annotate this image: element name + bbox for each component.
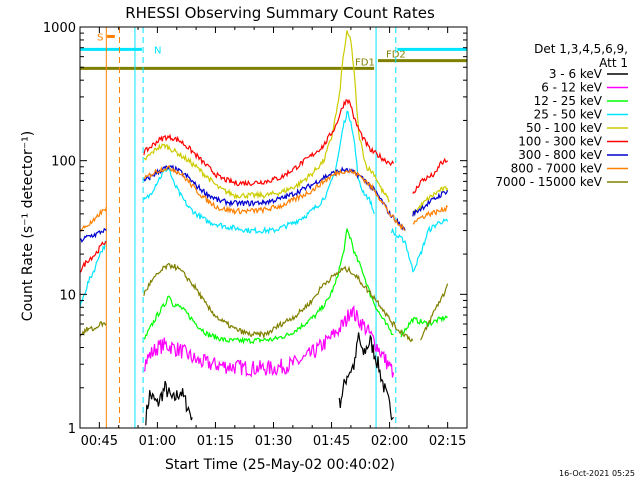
legend-header-line-1: Det 1,3,4,5,6,9,: [534, 42, 628, 56]
axis-ticks: 00:45 01:00 01:15 01:30 01:45 02:00 02:15 1 10 10…: [43, 21, 468, 449]
series-line-6-segment-2: [412, 190, 449, 217]
plot-marks: S N FD1 FD2: [80, 27, 467, 428]
series-line-7-segment-2: [412, 204, 449, 225]
x-tick-label-3: 01:30: [255, 434, 292, 449]
legend-label-7: 800 - 7000 keV: [511, 162, 603, 176]
series-line-0-segment-1: [338, 332, 394, 421]
y-tick-label-0: 1: [68, 422, 76, 437]
series-line-7-segment-0: [80, 206, 107, 232]
series-line-5-segment-2: [412, 157, 449, 194]
y-tick-label-1: 10: [59, 288, 76, 303]
x-tick-label-0: 00:45: [81, 434, 118, 449]
series-line-8-segment-2: [420, 283, 449, 341]
x-tick-label-6: 02:15: [429, 434, 466, 449]
legend-label-2: 12 - 25 keV: [534, 94, 603, 108]
series-line-5-segment-0: [80, 240, 107, 273]
flag-label-s: S: [97, 32, 103, 43]
series-line-4-segment-0: [143, 30, 390, 203]
series-line-2-segment-1: [400, 315, 448, 338]
series-line-6-segment-0: [80, 227, 107, 243]
series-line-3-segment-0: [80, 240, 107, 308]
series-line-1-segment-0: [143, 305, 395, 378]
generation-timestamp: 16-Oct-2021 05:25: [559, 469, 635, 478]
plot-frame: [79, 26, 468, 429]
series-line-6-segment-1: [143, 164, 406, 231]
legend-label-3: 25 - 50 keV: [534, 108, 603, 122]
legend-label-0: 3 - 6 keV: [549, 67, 603, 81]
legend-label-4: 50 - 100 keV: [526, 121, 603, 135]
x-tick-label-2: 01:15: [197, 434, 234, 449]
flag-label-fd1: FD1: [355, 57, 375, 68]
series-line-5-segment-1: [143, 98, 395, 187]
legend-label-6: 300 - 800 keV: [518, 148, 602, 162]
series-line-2-segment-0: [143, 228, 394, 345]
series-line-7-segment-1: [143, 164, 406, 232]
series-line-8-segment-0: [80, 321, 107, 337]
flag-label-fd2: FD2: [386, 50, 406, 61]
flag-label-n: N: [154, 45, 161, 56]
x-axis-label: Start Time (25-May-02 00:40:02): [165, 457, 395, 473]
legend-label-8: 7000 - 15000 keV: [495, 175, 602, 189]
series-line-3-segment-1: [143, 110, 375, 235]
x-tick-label-4: 01:45: [313, 434, 350, 449]
series-line-8-segment-1: [143, 262, 414, 343]
legend-header-line-2: Att 1: [599, 56, 628, 70]
series-line-0-segment-0: [145, 380, 193, 426]
y-tick-label-3: 1000: [43, 21, 76, 36]
y-axis-label: Count Rate (s⁻¹ detector⁻¹): [20, 131, 36, 321]
series-line-3-segment-2: [390, 217, 449, 273]
legend-label-1: 6 - 12 keV: [541, 81, 603, 95]
x-tick-label-1: 01:00: [139, 434, 176, 449]
legend-label-5: 100 - 300 keV: [518, 135, 602, 149]
chart-title: RHESSI Observing Summary Count Rates: [125, 4, 435, 22]
series-line-4-segment-1: [412, 186, 449, 216]
x-tick-label-5: 02:00: [371, 434, 408, 449]
y-tick-label-2: 100: [51, 155, 76, 170]
